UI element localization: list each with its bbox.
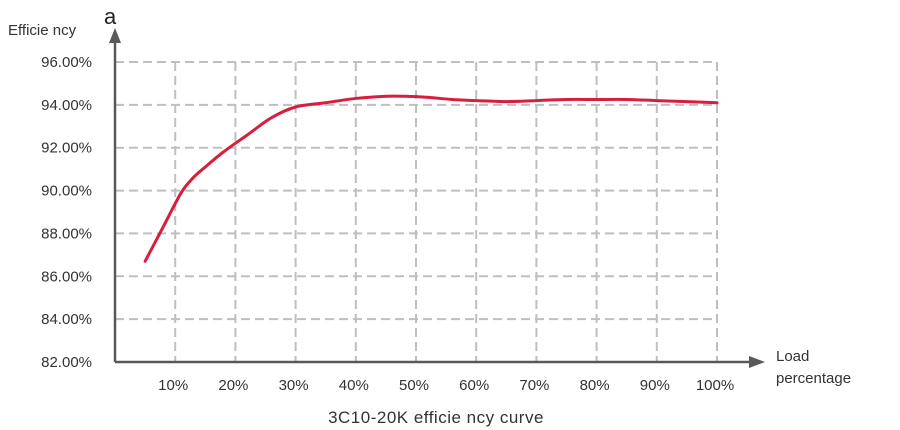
y-tick-label: 88.00%: [41, 225, 92, 242]
y-tick-label: 82.00%: [41, 354, 92, 371]
y-tick-labels: 82.00% 84.00% 86.00% 88.00% 90.00% 92.00% 94.0…: [41, 54, 92, 371]
y-tick-label: 92.00%: [41, 140, 92, 157]
x-tick-label: 40%: [339, 377, 369, 394]
x-tick-label: 90%: [640, 377, 670, 394]
x-tick-label: 80%: [580, 377, 610, 394]
series-layer: [143, 94, 719, 263]
efficiency-series-line: [143, 94, 719, 263]
x-tick-label: 10%: [158, 377, 188, 394]
y-tick-label: 90.00%: [41, 183, 92, 200]
panel-label: a: [104, 4, 117, 29]
x-tick-label: 60%: [459, 377, 489, 394]
y-axis-title: Efficie ncy: [8, 22, 77, 39]
x-tick-label: 30%: [279, 377, 309, 394]
y-tick-label: 96.00%: [41, 54, 92, 71]
grid: [115, 61, 718, 362]
x-tick-label: 50%: [399, 377, 429, 394]
y-axis-arrow: [109, 28, 121, 43]
x-tick-labels: 10% 20% 30% 40% 50% 60% 70% 80% 90% 100%: [158, 377, 734, 394]
x-tick-label: 100%: [696, 377, 734, 394]
axes: [109, 28, 765, 368]
x-tick-label: 20%: [218, 377, 248, 394]
y-tick-label: 94.00%: [41, 97, 92, 114]
x-tick-label: 70%: [519, 377, 549, 394]
x-axis-title-line2: percentage: [776, 370, 851, 387]
chart-title: 3C10-20K efficie ncy curve: [328, 408, 544, 427]
x-axis-title-line1: Load: [776, 348, 809, 365]
y-tick-label: 84.00%: [41, 311, 92, 328]
x-axis-arrow: [749, 356, 765, 368]
y-tick-label: 86.00%: [41, 268, 92, 285]
